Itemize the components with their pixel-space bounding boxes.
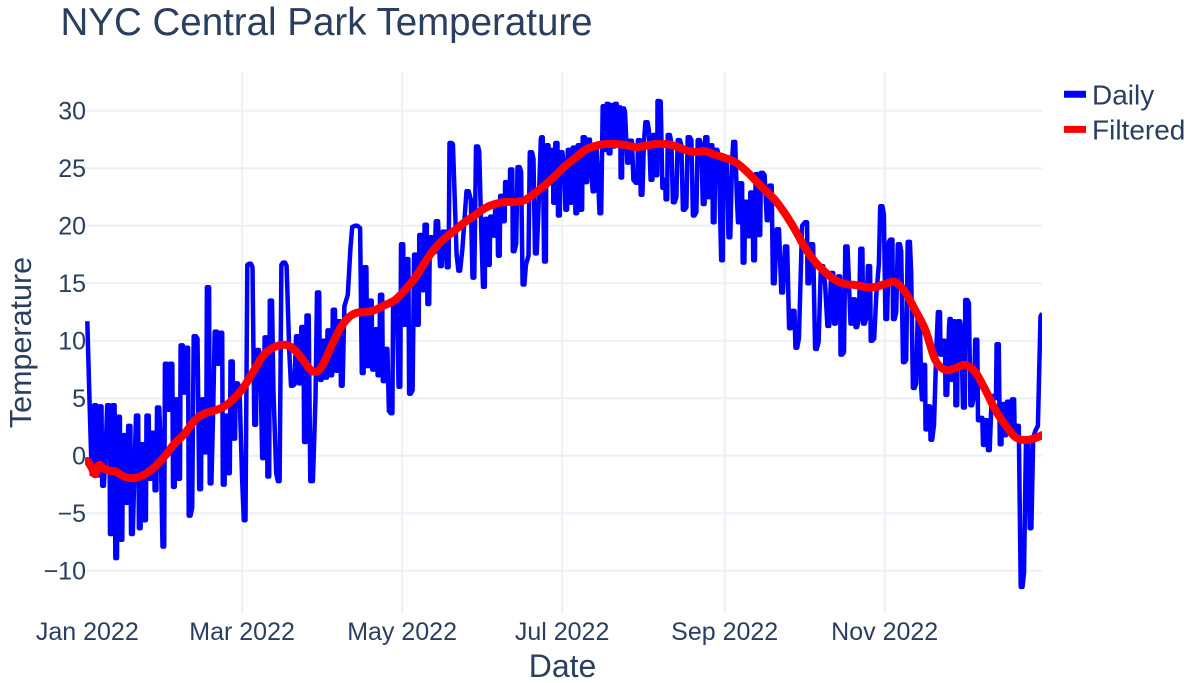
svg-text:25: 25 [58,155,86,183]
svg-text:Daily: Daily [1092,79,1154,110]
svg-text:−5: −5 [57,500,86,528]
svg-text:0: 0 [72,443,86,471]
svg-text:Sep 2022: Sep 2022 [671,618,778,646]
svg-text:−10: −10 [44,558,86,586]
svg-text:5: 5 [72,385,86,413]
svg-text:Temperature: Temperature [4,257,38,428]
svg-text:Nov 2022: Nov 2022 [831,618,938,646]
svg-text:NYC Central Park Temperature: NYC Central Park Temperature [61,1,593,44]
svg-text:Jul 2022: Jul 2022 [515,618,610,646]
svg-text:10: 10 [58,328,86,356]
svg-text:Jan 2022: Jan 2022 [36,618,139,646]
svg-text:Filtered: Filtered [1092,114,1185,145]
svg-text:Mar 2022: Mar 2022 [189,618,295,646]
svg-text:30: 30 [58,98,86,126]
svg-text:May 2022: May 2022 [347,618,457,646]
svg-text:15: 15 [58,270,86,298]
svg-text:Date: Date [529,648,597,683]
svg-text:20: 20 [58,213,86,241]
